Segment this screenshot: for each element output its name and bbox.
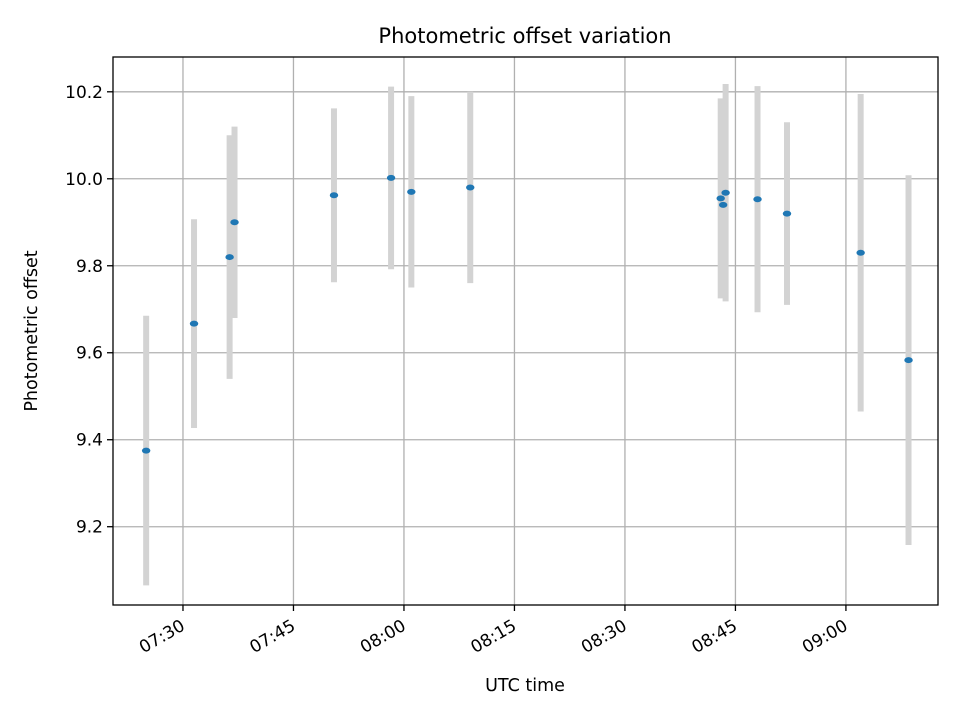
y-tick-label: 10.2 bbox=[65, 83, 103, 103]
x-tick-label: 08:30 bbox=[578, 616, 630, 658]
x-tick-label: 07:45 bbox=[247, 616, 299, 658]
y-tick-label: 9.2 bbox=[76, 518, 103, 538]
x-tick-label: 08:15 bbox=[468, 616, 520, 658]
x-tick-label: 09:00 bbox=[799, 616, 851, 658]
data-point bbox=[718, 201, 728, 208]
x-axis-ticks: 07:30 07:45 08:00 08:15 08:30 08:45 09:00 bbox=[136, 605, 851, 658]
x-tick-label: 08:00 bbox=[357, 616, 409, 658]
x-tick-label: 07:30 bbox=[136, 616, 188, 658]
x-axis-label: UTC time bbox=[485, 676, 565, 696]
x-tick-label: 08:45 bbox=[688, 616, 740, 658]
data-point bbox=[721, 189, 730, 196]
data-point bbox=[716, 195, 725, 202]
data-point bbox=[225, 254, 234, 261]
y-tick-label: 10.0 bbox=[65, 170, 103, 190]
y-tick-label: 9.8 bbox=[76, 257, 103, 277]
data-points bbox=[141, 174, 913, 454]
error-bars bbox=[143, 83, 912, 586]
y-axis-label: Photometric offset bbox=[22, 250, 42, 411]
plot-frame bbox=[112, 56, 939, 606]
y-axis-ticks: 9.2 9.4 9.6 9.8 10.0 10.2 bbox=[65, 83, 113, 538]
data-point bbox=[904, 357, 913, 364]
data-point bbox=[753, 196, 762, 203]
data-point bbox=[141, 447, 151, 454]
data-point bbox=[329, 192, 339, 199]
y-tick-label: 9.4 bbox=[76, 431, 103, 451]
y-tick-label: 9.6 bbox=[76, 344, 103, 364]
data-point bbox=[386, 174, 396, 181]
grid-lines bbox=[113, 57, 938, 605]
chart-title: Photometric offset variation bbox=[378, 24, 671, 48]
data-point bbox=[856, 249, 865, 256]
data-point bbox=[466, 184, 475, 191]
data-point bbox=[782, 210, 792, 217]
data-point bbox=[407, 188, 416, 195]
data-point bbox=[230, 219, 239, 226]
data-point bbox=[189, 320, 199, 327]
